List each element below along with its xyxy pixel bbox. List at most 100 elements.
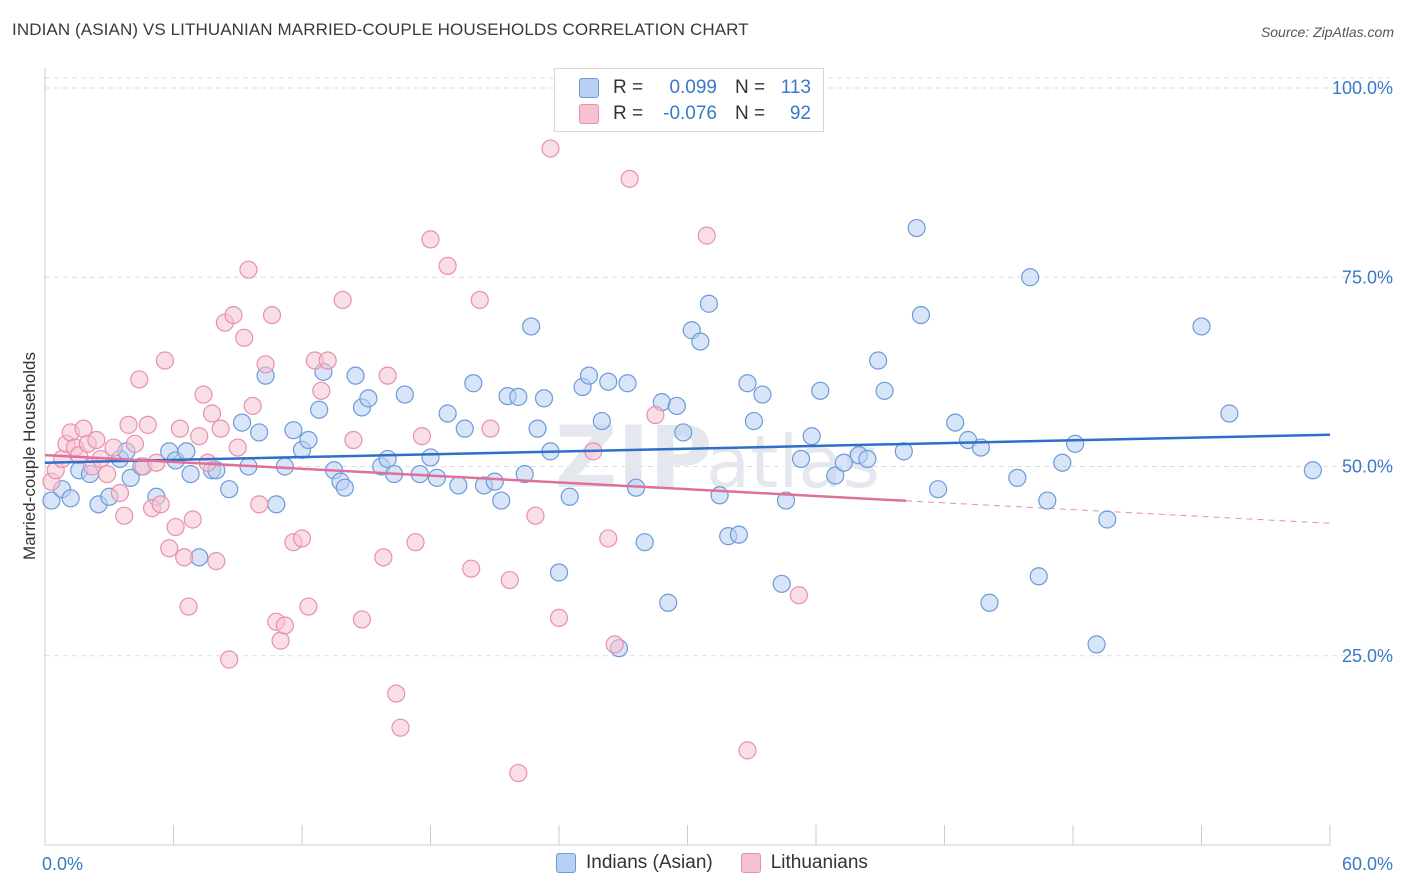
lithuanian-point: [194, 385, 213, 404]
lithuanian-point: [271, 631, 290, 650]
indian-point: [1053, 453, 1072, 472]
indian-point: [729, 525, 749, 544]
indian-point: [869, 351, 888, 370]
indian-point: [744, 411, 763, 431]
indian-point: [509, 387, 528, 406]
indian-point: [667, 396, 686, 416]
lithuanian-point: [104, 438, 123, 457]
indian-point: [528, 419, 547, 438]
indian-point: [438, 404, 457, 423]
indian-point: [250, 423, 269, 442]
lithuanian-point: [155, 351, 175, 370]
stats-legend: R = 0.099 N = 113 R = -0.076 N = 92: [554, 68, 824, 132]
y-axis-title: Married-couple Households: [20, 352, 39, 560]
indian-point: [515, 464, 534, 484]
n-label: N =: [735, 103, 766, 124]
lithuanian-trend-line: [44, 453, 907, 503]
lithuanian-point: [239, 260, 258, 279]
lithuanian-point: [262, 306, 282, 325]
gridlines: [45, 77, 1390, 657]
indian-point: [980, 593, 999, 612]
indian-point: [802, 427, 821, 446]
indian-point: [232, 413, 252, 432]
indian-point: [776, 491, 796, 510]
indian-point: [485, 472, 504, 491]
n-label: N =: [735, 77, 766, 98]
series-legend: Indians (Asian) Lithuanians: [556, 852, 896, 874]
indian-point: [738, 374, 757, 393]
lithuanian-point: [500, 570, 519, 590]
indian-point: [946, 413, 965, 432]
lithuanian-point: [481, 419, 500, 438]
indian-point: [121, 468, 140, 487]
lithuanian-point: [115, 506, 134, 525]
lithuanian-point: [175, 548, 194, 567]
lithuanian-point: [98, 464, 117, 484]
source-label: Source: ZipAtlas.com: [1260, 24, 1394, 40]
lithuanian-point: [228, 438, 247, 457]
indian-point: [1066, 434, 1085, 453]
r-label: R =: [613, 103, 644, 124]
indian-point: [181, 464, 200, 484]
lithuanian-point: [599, 529, 618, 548]
lithuanian-point: [235, 328, 254, 347]
indian-point: [894, 442, 913, 461]
indian-point: [599, 372, 618, 391]
lithuanian-point: [243, 396, 262, 416]
indian-trend-line: [44, 433, 1331, 464]
indian-point: [310, 400, 329, 419]
lithuanian-point: [256, 355, 275, 374]
indian-point: [464, 374, 483, 393]
indian-point: [1021, 268, 1040, 287]
legend-row-lithuanians: R = -0.076 N = 92: [579, 102, 811, 126]
lithuanian-point: [738, 741, 757, 760]
lithuanian-point: [220, 650, 239, 669]
lithuanian-point: [224, 306, 243, 325]
lithuanian-point: [541, 139, 560, 158]
indian-point: [772, 574, 791, 593]
indian-point: [674, 423, 693, 442]
lithuanian-point: [190, 427, 209, 446]
indian-point: [395, 385, 414, 404]
indian-point: [284, 421, 303, 440]
lithuanian-point: [138, 415, 157, 434]
lithuanian-point: [202, 404, 222, 423]
legend-item-indians[interactable]: Indians (Asian): [556, 852, 713, 874]
legend-item-lithuanians[interactable]: Lithuanians: [740, 852, 868, 874]
indian-point: [834, 453, 853, 472]
lithuanian-point: [275, 616, 294, 635]
lithuanian-point: [87, 430, 106, 450]
blue-swatch-icon: [579, 78, 599, 98]
lithuanian-point: [170, 419, 190, 438]
lithuanian-point: [119, 415, 138, 434]
lithuanian-point: [378, 366, 397, 385]
indian-point: [299, 430, 318, 450]
y-tick-label: 100.0%: [1332, 78, 1393, 98]
indian-point: [42, 491, 61, 510]
indian-point: [346, 366, 365, 385]
indian-point: [1008, 468, 1027, 487]
indian-point: [427, 468, 447, 487]
indian-point: [1087, 635, 1106, 654]
lithuanian-point: [183, 510, 202, 529]
chart-title: INDIAN (ASIAN) VS LITHUANIAN MARRIED-COU…: [12, 20, 749, 39]
indian-point: [378, 449, 397, 469]
lithuanian-point: [605, 635, 624, 654]
indian-point: [907, 218, 926, 238]
indian-point: [560, 487, 579, 506]
lithuanian-trend-extension: [905, 500, 1331, 524]
lithuanian-point: [374, 548, 393, 567]
indian-point: [449, 476, 468, 495]
trend-extensions: [905, 500, 1331, 524]
lithuanian-point: [344, 430, 363, 450]
y-tick-label: 25.0%: [1342, 646, 1393, 666]
indian-point: [220, 480, 239, 499]
indian-point: [710, 486, 729, 505]
x-tick-label-max: 60.0%: [1342, 854, 1393, 874]
lithuanian-point: [462, 559, 481, 578]
x-tick-label-min: 0.0%: [42, 854, 83, 874]
indian-point: [659, 593, 678, 612]
lithuanian-point: [166, 517, 185, 537]
lithuanian-point: [387, 684, 406, 703]
